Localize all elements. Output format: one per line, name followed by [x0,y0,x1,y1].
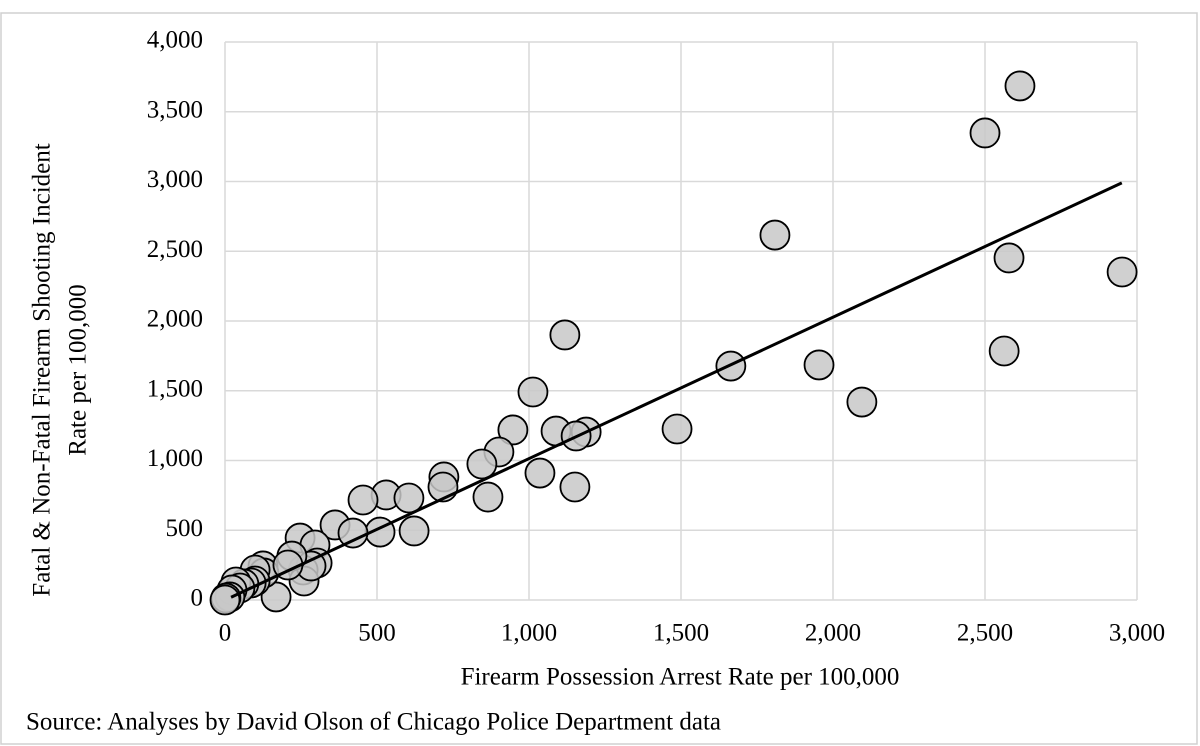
data-point [347,484,379,516]
y-tick-label: 3,000 [147,166,203,193]
data-point [472,481,504,513]
data-point [393,482,425,514]
source-note: Source: Analyses by David Olson of Chica… [26,709,721,736]
data-point [398,515,430,547]
y-axis-title: Rate per 100,000 [65,284,92,455]
x-tick-label: 500 [358,620,396,647]
x-tick-label: 3,000 [1109,620,1165,647]
y-tick-label: 4,000 [147,27,203,54]
y-tick-label: 500 [166,515,204,542]
data-point [1106,256,1138,288]
y-tick-label: 3,500 [147,96,203,123]
data-point [993,242,1025,274]
data-point [524,457,556,489]
data-point [1004,70,1036,102]
x-tick-label: 1,500 [653,620,709,647]
x-tick-label: 0 [219,620,232,647]
y-tick-label: 2,000 [147,306,203,333]
y-axis-title: Fatal & Non-Fatal Firearm Shooting Incid… [29,143,56,596]
x-tick-label: 1,000 [501,620,557,647]
y-tick-label: 2,500 [147,236,203,263]
data-point [466,448,498,480]
x-tick-label: 2,000 [805,620,861,647]
y-tick-label: 1,500 [147,375,203,402]
data-point [988,335,1020,367]
x-axis-title: Firearm Possession Arrest Rate per 100,0… [461,664,900,691]
data-point [846,386,878,418]
data-point [260,581,292,613]
x-tick-label: 2,500 [957,620,1013,647]
data-point [517,376,549,408]
data-point [209,584,241,616]
y-tick-label: 0 [191,585,204,612]
data-point [549,319,581,351]
data-point [661,413,693,445]
y-tick-label: 1,000 [147,445,203,472]
data-point [337,517,369,549]
data-point [759,219,791,251]
data-point [803,349,835,381]
data-point [497,414,529,446]
trend-line [230,181,1123,599]
data-point [969,117,1001,149]
data-point [559,471,591,503]
